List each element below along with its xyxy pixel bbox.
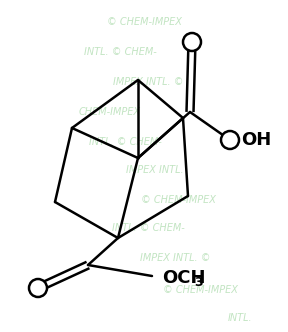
Text: 3: 3 bbox=[194, 276, 203, 289]
Circle shape bbox=[29, 279, 47, 297]
Text: IMPEX INTL.: IMPEX INTL. bbox=[126, 165, 184, 175]
Text: © CHEM-IMPEX: © CHEM-IMPEX bbox=[162, 285, 237, 295]
Text: OH: OH bbox=[241, 131, 271, 149]
Text: © CHEM-IMPEX: © CHEM-IMPEX bbox=[107, 17, 181, 27]
Text: INTL. © CHEM-: INTL. © CHEM- bbox=[112, 223, 184, 233]
Text: CHEM-IMPEX: CHEM-IMPEX bbox=[79, 107, 141, 117]
Text: IMPEX INTL. ©: IMPEX INTL. © bbox=[140, 253, 210, 263]
Circle shape bbox=[221, 131, 239, 149]
Text: OCH: OCH bbox=[162, 269, 206, 287]
Text: INTL. © CHEM-: INTL. © CHEM- bbox=[89, 137, 161, 147]
Text: INTL.: INTL. bbox=[228, 313, 252, 323]
Text: IMPEX INTL. ©: IMPEX INTL. © bbox=[113, 77, 183, 87]
Circle shape bbox=[183, 33, 201, 51]
Text: © CHEM-IMPEX: © CHEM-IMPEX bbox=[141, 195, 215, 205]
Text: INTL. © CHEM-: INTL. © CHEM- bbox=[84, 47, 156, 57]
